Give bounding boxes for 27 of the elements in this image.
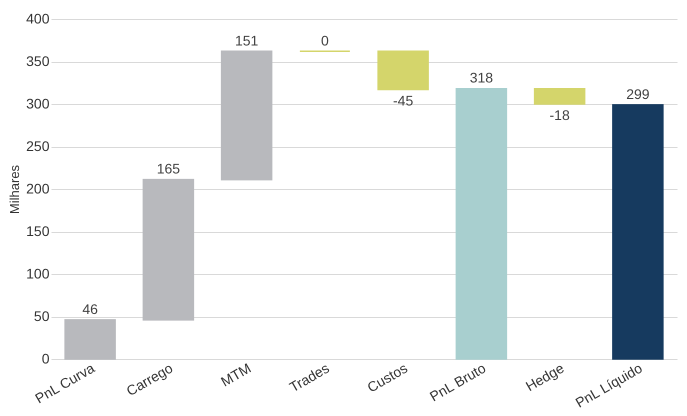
data-label: 299 [626, 86, 650, 102]
bar [612, 104, 664, 360]
y-tick-label: 300 [26, 96, 50, 112]
y-tick-label: 250 [26, 138, 50, 154]
bar [534, 88, 586, 105]
bar [456, 88, 508, 360]
y-tick-label: 100 [26, 266, 50, 282]
bar [377, 50, 429, 90]
data-label: 0 [320, 32, 329, 48]
y-tick-label: 350 [26, 53, 50, 69]
y-tick-label: 200 [26, 180, 50, 196]
x-tick-label: PnL Bruto [426, 360, 489, 404]
data-label: 151 [234, 32, 259, 48]
y-tick-label: 400 [26, 10, 50, 26]
bar [142, 178, 194, 321]
y-tick-label: 50 [34, 308, 50, 324]
x-tick-label: MTM [218, 360, 254, 390]
y-axis-title: Milhares [7, 164, 22, 214]
data-label: 46 [82, 300, 98, 317]
data-label: -18 [550, 107, 570, 123]
data-label: -45 [393, 92, 414, 109]
data-label: 318 [470, 70, 494, 86]
bar [64, 319, 116, 360]
bar [220, 50, 272, 180]
data-label: 165 [156, 160, 180, 177]
y-tick-label: 0 [42, 350, 50, 366]
y-tick-label: 150 [26, 223, 50, 239]
